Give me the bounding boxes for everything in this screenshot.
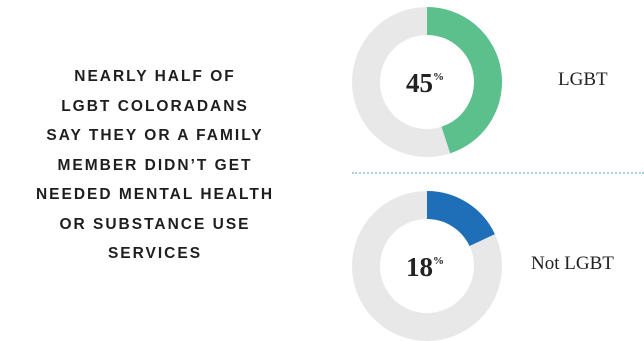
headline-line: OR SUBSTANCE USE [59, 215, 251, 233]
headline-line: NEARLY HALF OF [74, 68, 236, 85]
headline-line: MEMBER DIDN’T GET [57, 156, 253, 174]
donut-slice-lgbt [426, 7, 502, 154]
headline-line: LGBT COLORADANS [61, 97, 249, 115]
donut-not-lgbt: 18% [352, 191, 502, 341]
category-label-not-lgbt: Not LGBT [531, 253, 614, 274]
divider [352, 172, 644, 174]
category-label-lgbt: LGBT [558, 69, 608, 90]
headline: NEARLY HALF OF LGBT COLORADANS SAY THEY … [0, 62, 310, 269]
value-label-lgbt: 45% [406, 68, 444, 98]
headline-line: SAY THEY OR A FAMILY [46, 127, 264, 144]
headline-line: SERVICES [107, 245, 203, 262]
value-label-not-lgbt: 18% [406, 252, 444, 282]
donut-lgbt: 45% [352, 7, 502, 157]
donut-slice-not-lgbt [426, 191, 495, 247]
headline-line: NEEDED MENTAL HEALTH [35, 186, 275, 203]
